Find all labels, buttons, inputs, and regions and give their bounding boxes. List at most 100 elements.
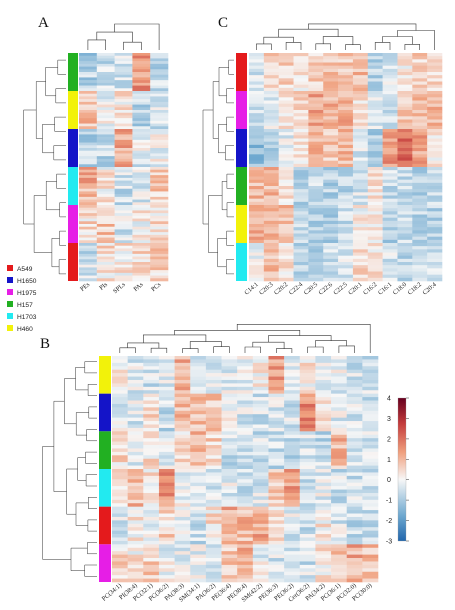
- heatmap-cell: [308, 81, 324, 85]
- heatmap-cell: [308, 217, 324, 222]
- heatmap-cell: [150, 180, 169, 184]
- heatmap-cell: [96, 153, 115, 157]
- heatmap-cell: [382, 157, 398, 161]
- heatmap-cell: [308, 138, 324, 142]
- heatmap-cell: [412, 148, 428, 152]
- heatmap-cell: [412, 53, 428, 57]
- heatmap-cell: [427, 258, 443, 263]
- heatmap-cell: [127, 544, 144, 549]
- heatmap-cell: [252, 537, 269, 542]
- heatmap-cell: [338, 243, 354, 247]
- colorbar-tick-label: 1: [387, 457, 391, 464]
- panel-b-row-group-bar: [99, 356, 111, 582]
- heatmap-cell: [346, 359, 363, 364]
- heatmap-cell: [158, 558, 175, 562]
- heatmap-cell: [249, 195, 265, 199]
- heatmap-cell: [249, 151, 265, 155]
- heatmap-cell: [237, 482, 254, 487]
- heatmap-cell: [299, 431, 316, 436]
- heatmap-cell: [158, 410, 175, 415]
- heatmap-cell: [114, 96, 133, 100]
- heatmap-cell: [323, 138, 339, 142]
- heatmap-cell: [382, 220, 398, 225]
- heatmap-cell: [237, 410, 254, 415]
- panel-b-row-dendrogram: [42, 361, 97, 577]
- heatmap-cell: [367, 62, 383, 66]
- heatmap-cell: [252, 390, 269, 394]
- heatmap-cell: [397, 211, 413, 215]
- heatmap-cell: [427, 179, 443, 184]
- heatmap-cell: [249, 154, 265, 158]
- heatmap-cell: [338, 94, 354, 98]
- heatmap-cell: [143, 520, 160, 525]
- heatmap-cell: [237, 527, 254, 531]
- heatmap-cell: [96, 221, 115, 225]
- heatmap-cell: [427, 195, 443, 199]
- heatmap-cell: [323, 271, 339, 275]
- heatmap-cell: [362, 575, 379, 579]
- heatmap-cell: [79, 142, 98, 146]
- heatmap-cell: [127, 472, 144, 477]
- heatmap-cell: [278, 252, 294, 256]
- heatmap-cell: [221, 510, 238, 514]
- heatmap-cell: [382, 84, 398, 89]
- heatmap-cell: [237, 383, 254, 388]
- heatmap-cell: [397, 265, 413, 269]
- heatmap-cell: [331, 458, 348, 463]
- heatmap-cell: [263, 268, 279, 272]
- heatmap-cell: [284, 544, 301, 549]
- heatmap-cell: [278, 265, 294, 269]
- heatmap-cell: [293, 157, 309, 161]
- heatmap-cell: [143, 400, 160, 405]
- heatmap-cell: [299, 369, 316, 374]
- heatmap-cell: [190, 469, 207, 473]
- heatmap-cell: [174, 390, 191, 394]
- heatmap-cell: [331, 527, 348, 531]
- heatmap-cell: [127, 379, 144, 384]
- heatmap-cell: [158, 554, 175, 559]
- heatmap-cell: [158, 475, 175, 480]
- heatmap-cell: [263, 129, 279, 133]
- heatmap-cell: [315, 513, 332, 518]
- heatmap-cell: [237, 379, 254, 384]
- heatmap-cell: [382, 110, 398, 114]
- heatmap-cell: [174, 510, 191, 514]
- heatmap-cell: [338, 87, 354, 92]
- heatmap-cell: [427, 56, 443, 60]
- heatmap-cell: [346, 503, 363, 507]
- heatmap-cell: [112, 506, 128, 511]
- heatmap-cell: [112, 520, 128, 525]
- heatmap-cell: [127, 506, 144, 511]
- heatmap-cell: [412, 173, 428, 177]
- heatmap-cell: [252, 400, 269, 405]
- heatmap-cell: [315, 482, 332, 487]
- heatmap-cell: [143, 462, 160, 466]
- heatmap-cell: [252, 441, 269, 446]
- heatmap-cell: [382, 246, 398, 250]
- heatmap-cell: [293, 113, 309, 117]
- heatmap-cell: [284, 554, 301, 559]
- heatmap-cell: [174, 520, 191, 525]
- heatmap-cell: [237, 530, 254, 535]
- heatmap-cell: [268, 561, 285, 566]
- heatmap-cell: [79, 72, 98, 76]
- heatmap-cell: [299, 359, 316, 364]
- heatmap-cell: [352, 179, 369, 184]
- heatmap-cell: [132, 131, 151, 135]
- heatmap-cell: [190, 414, 207, 418]
- heatmap-cell: [96, 150, 115, 154]
- heatmap-cell: [427, 239, 443, 244]
- heatmap-cell: [397, 141, 413, 146]
- heatmap-cell: [278, 201, 294, 206]
- heatmap-cell: [299, 472, 316, 477]
- heatmap-cell: [174, 469, 191, 473]
- heatmap-cell: [323, 233, 339, 237]
- heatmap-cell: [205, 479, 222, 483]
- heatmap-cell: [367, 192, 383, 196]
- heatmap-cell: [205, 441, 222, 446]
- heatmap-cell: [284, 407, 301, 412]
- heatmap-cell: [132, 145, 151, 149]
- legend-swatch: [7, 265, 13, 271]
- heatmap-cell: [268, 496, 285, 501]
- heatmap-cell: [127, 465, 144, 470]
